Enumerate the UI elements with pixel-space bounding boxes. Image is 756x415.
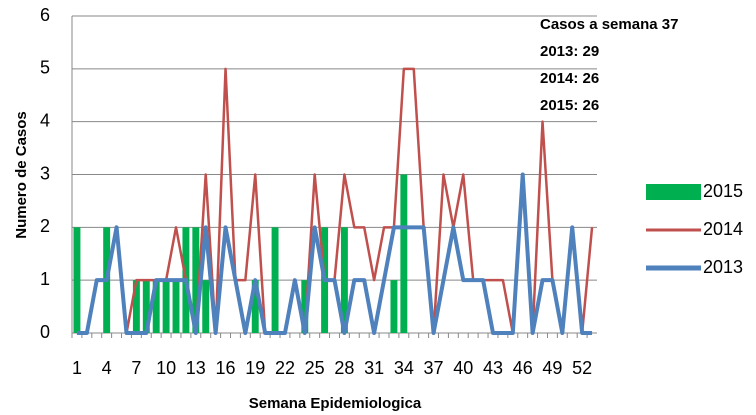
- x-tick-label: 28: [334, 358, 354, 378]
- y-tick-label: 4: [40, 110, 50, 130]
- x-tick-label: 10: [156, 358, 176, 378]
- bar: [152, 280, 160, 333]
- x-tick-label: 31: [364, 358, 384, 378]
- bar: [192, 227, 200, 333]
- x-tick-label: 4: [102, 358, 112, 378]
- y-tick-label: 5: [40, 58, 50, 78]
- bar: [251, 280, 259, 333]
- bar: [301, 280, 309, 333]
- x-tick-label: 46: [513, 358, 533, 378]
- bar: [132, 280, 140, 333]
- legend-swatch: [646, 184, 701, 200]
- annotation: 2013: 29: [540, 43, 599, 60]
- y-tick-label: 6: [40, 5, 50, 25]
- bar: [142, 280, 150, 333]
- legend-label: 2013: [703, 257, 743, 277]
- x-tick-label: 34: [394, 358, 414, 378]
- annotation: Casos a semana 37: [540, 16, 678, 33]
- bar: [172, 280, 180, 333]
- x-tick-label: 7: [131, 358, 141, 378]
- annotation: 2014: 26: [540, 70, 599, 87]
- x-tick-label: 37: [424, 358, 444, 378]
- y-axis-title: Numero de Casos: [13, 111, 30, 239]
- legend-label: 2014: [703, 219, 743, 239]
- y-tick-label: 3: [40, 163, 50, 183]
- bar: [162, 280, 170, 333]
- x-axis-title: Semana Epidemiologica: [249, 395, 422, 412]
- bar: [340, 227, 348, 333]
- bar: [202, 280, 210, 333]
- bar: [390, 280, 398, 333]
- annotation: 2015: 26: [540, 97, 599, 114]
- x-tick-label: 13: [186, 358, 206, 378]
- x-tick-label: 1: [72, 358, 82, 378]
- x-tick-label: 40: [453, 358, 473, 378]
- line-series: [76, 172, 593, 335]
- bar: [73, 227, 81, 333]
- x-tick-label: 22: [275, 358, 295, 378]
- bar: [400, 174, 408, 333]
- x-tick-label: 43: [483, 358, 503, 378]
- y-tick-label: 2: [40, 216, 50, 236]
- y-tick-label: 0: [40, 322, 50, 342]
- x-tick-label: 49: [542, 358, 562, 378]
- x-tick-label: 19: [245, 358, 265, 378]
- x-tick-label: 52: [572, 358, 592, 378]
- y-tick-label: 1: [40, 269, 50, 289]
- bar: [271, 227, 279, 333]
- legend-label: 2015: [703, 181, 743, 201]
- x-tick-label: 16: [216, 358, 236, 378]
- x-tick-label: 25: [305, 358, 325, 378]
